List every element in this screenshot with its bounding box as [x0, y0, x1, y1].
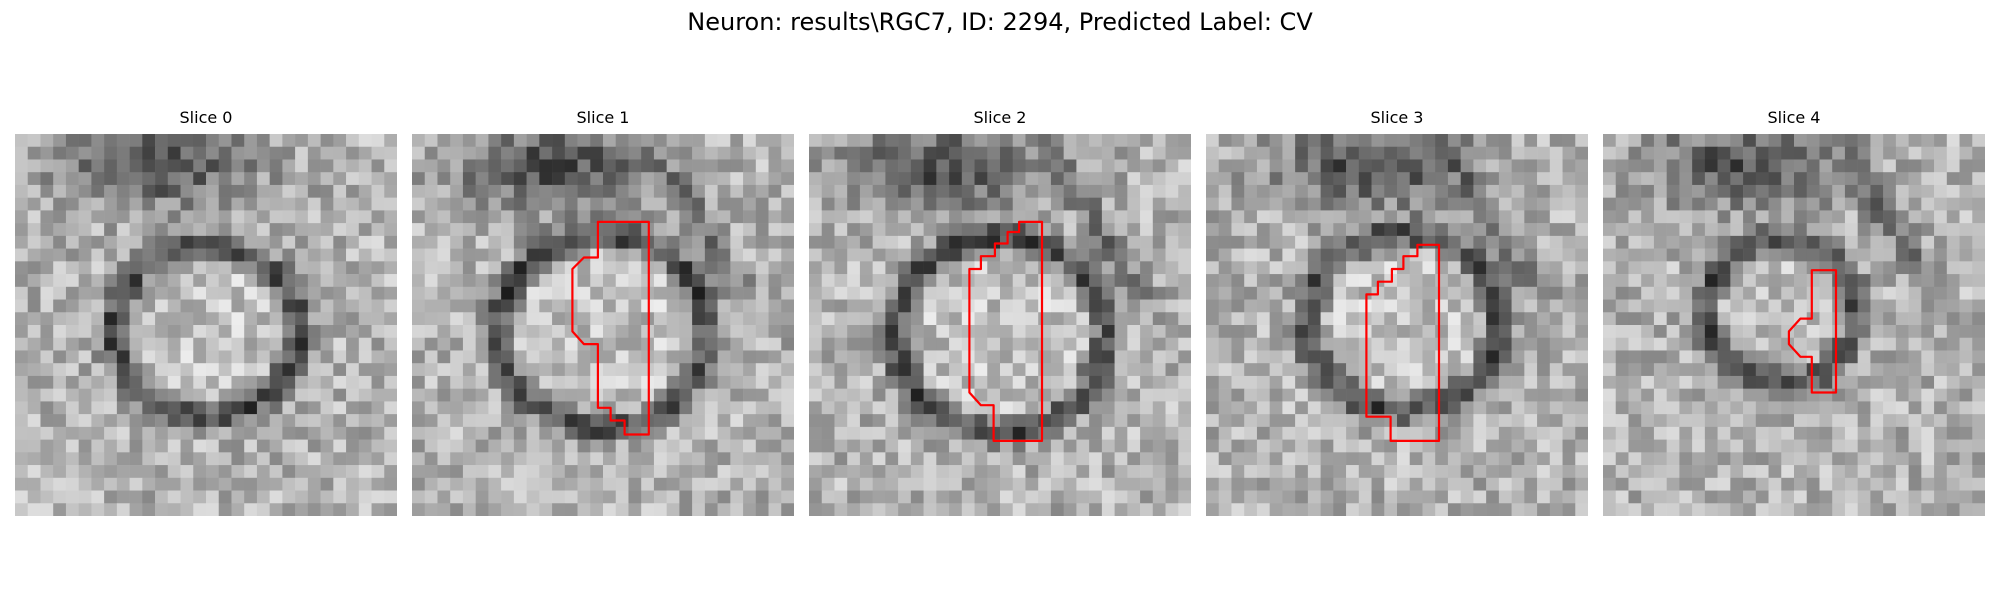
slice-title: Slice 1	[412, 108, 794, 127]
slice-title: Slice 4	[1603, 108, 1985, 127]
slice-title: Slice 0	[15, 108, 397, 127]
figure-title: Neuron: results\RGC7, ID: 2294, Predicte…	[0, 8, 2000, 36]
slice-image	[15, 134, 397, 516]
slice-image	[1603, 134, 1985, 516]
slice-image	[412, 134, 794, 516]
slice-image	[1206, 134, 1588, 516]
slice-title: Slice 3	[1206, 108, 1588, 127]
slice-title: Slice 2	[809, 108, 1191, 127]
slice-image	[809, 134, 1191, 516]
